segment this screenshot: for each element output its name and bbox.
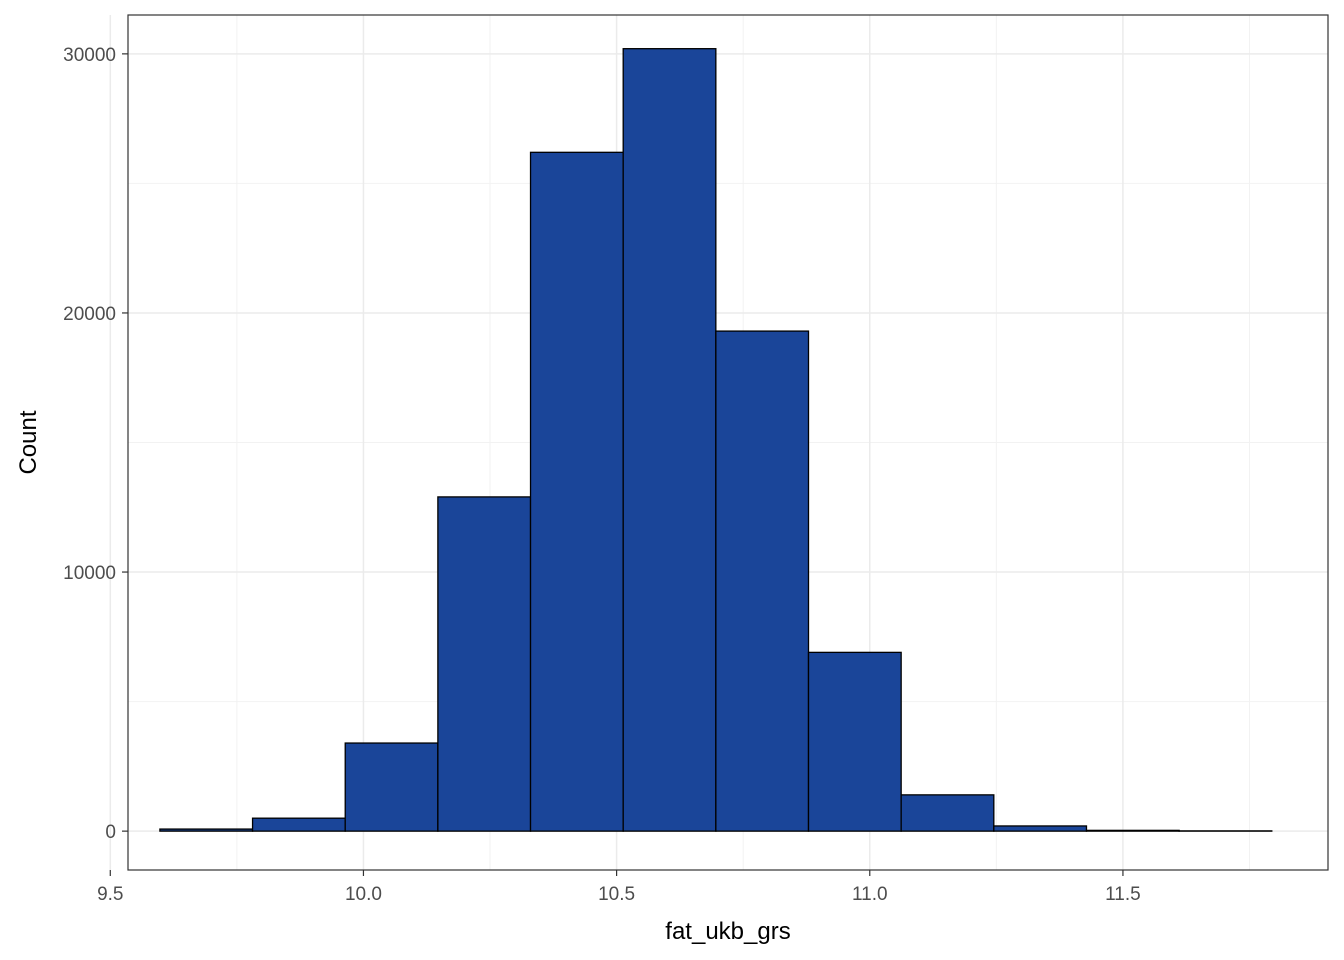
histogram-bar [529, 151, 624, 832]
histogram-bar [1085, 829, 1180, 832]
x-axis-title: fat_ukb_grs [665, 918, 790, 945]
x-tick-label: 11.0 [852, 884, 888, 905]
x-tick-label: 11.5 [1105, 884, 1141, 905]
histogram-bar [622, 48, 717, 832]
histogram-bar [437, 496, 532, 832]
histogram-bar [159, 828, 254, 832]
histogram-bars [159, 48, 1273, 832]
x-axis: 9.5 10.0 10.5 11.0 11.5 [97, 870, 1141, 905]
y-tick-label: 0 [105, 822, 116, 843]
x-tick-label: 10.5 [598, 884, 635, 905]
histogram-bar [251, 817, 346, 832]
y-axis: 0 10000 20000 30000 [63, 45, 128, 843]
y-axis-title: Count [15, 410, 42, 474]
y-tick-label: 30000 [63, 45, 116, 66]
y-tick-label: 20000 [63, 304, 116, 325]
histogram-bar [900, 794, 995, 832]
histogram-bar [993, 825, 1088, 832]
histogram-bar [715, 330, 810, 832]
histogram-bar [344, 742, 439, 832]
histogram-bar [807, 651, 902, 832]
y-tick-label: 10000 [63, 563, 116, 584]
panel-border [127, 14, 1329, 871]
x-tick-label: 9.5 [97, 884, 123, 905]
x-tick-label: 10.0 [345, 884, 382, 905]
